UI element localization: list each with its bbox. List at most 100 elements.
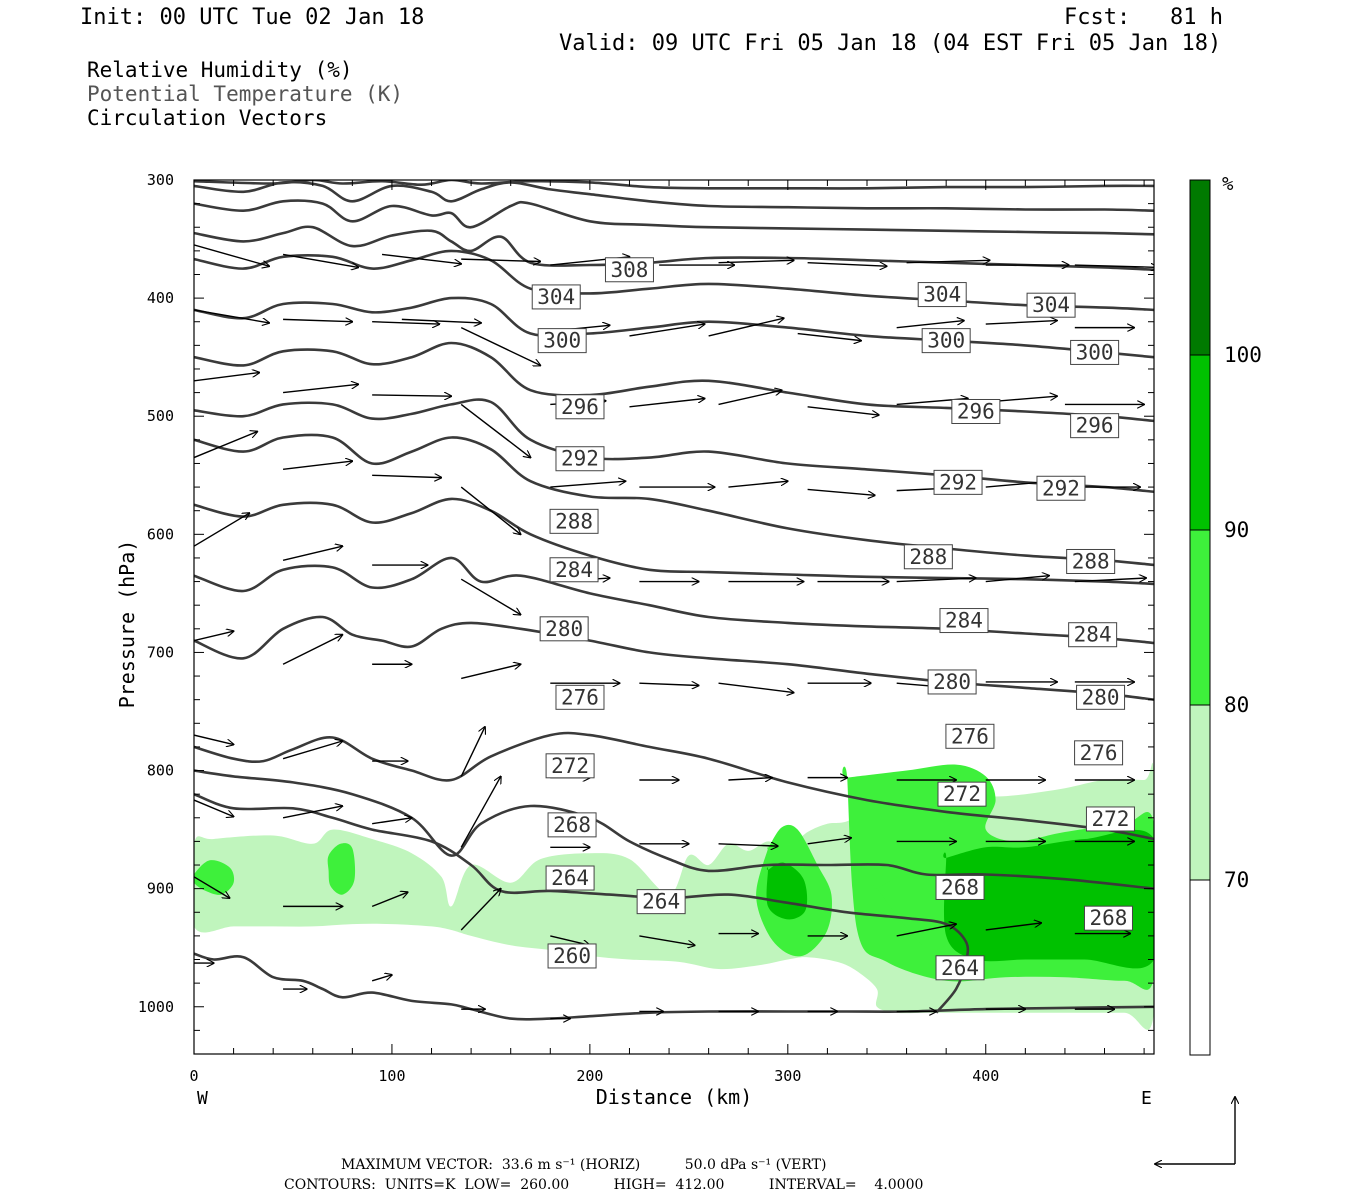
circulation-vector (460, 486, 520, 534)
theta-label-box (917, 282, 967, 308)
y-tick-label: 400 (147, 289, 174, 307)
east-label: E (1141, 1088, 1152, 1109)
circulation-vector (639, 935, 694, 945)
circulation-vector (460, 403, 530, 457)
theta-label: 292 (939, 470, 977, 494)
circulation-vector (906, 260, 990, 262)
theta-label: 276 (561, 685, 599, 709)
x-tick-label: 400 (972, 1067, 999, 1085)
circulation-vector (807, 488, 875, 495)
theta-label: 280 (933, 670, 971, 694)
circulation-vector (728, 481, 787, 488)
colorbar-unit: % (1222, 173, 1234, 195)
theta-label: 268 (553, 813, 591, 837)
circulation-vector (381, 253, 461, 263)
theta-contour-296 (194, 341, 1154, 423)
theta-label: 264 (551, 866, 589, 890)
theta-contour-300 (194, 296, 1154, 359)
circulation-vector (460, 776, 501, 848)
theta-contour-308 (194, 225, 1154, 272)
theta-label: 264 (642, 890, 680, 914)
circulation-vector (718, 260, 794, 262)
theta-label: 264 (941, 956, 979, 980)
circulation-vector (282, 461, 352, 471)
init-time: Init: 00 UTC Tue 02 Jan 18 (80, 5, 425, 30)
field-rh: Relative Humidity (%) (87, 58, 353, 82)
circulation-vector (985, 923, 1041, 931)
circulation-vector (718, 390, 782, 406)
theta-label: 272 (551, 754, 589, 778)
circulation-vector (708, 318, 784, 337)
theta-label-box (1036, 475, 1086, 501)
circulation-vector (283, 319, 352, 321)
theta-label: 284 (945, 609, 983, 633)
theta-contour-272 (194, 731, 1154, 841)
theta-label-box (927, 669, 977, 695)
plot-frame (193, 179, 1155, 1055)
theta-label-box (555, 446, 605, 472)
colorbar-segment (1189, 529, 1211, 706)
rh-80-region-0 (194, 860, 235, 895)
theta-label: 260 (553, 944, 591, 968)
field-theta: Potential Temperature (K) (87, 82, 404, 106)
theta-label-box (903, 544, 953, 570)
theta-contour-276 (194, 615, 1154, 701)
theta-label: 280 (1082, 685, 1120, 709)
circulation-vector (461, 664, 520, 680)
colorbar-segment (1189, 879, 1211, 1056)
theta-label: 272 (943, 782, 981, 806)
circulation-vector (282, 741, 342, 760)
theta-label-box (539, 616, 589, 642)
x-axis-title: Distance (km) (596, 1085, 753, 1109)
theta-label-box (545, 753, 595, 779)
theta-label-box (939, 608, 989, 634)
rh-80-region-1 (327, 843, 356, 895)
theta-contour-284 (194, 497, 1154, 586)
circulation-vector (372, 322, 439, 324)
theta-label: 300 (543, 329, 581, 353)
circulation-vector (807, 406, 879, 415)
circulation-vector (194, 799, 234, 817)
circulation-vector (372, 475, 441, 477)
circulation-vector (194, 244, 269, 266)
circulation-vector (282, 384, 358, 394)
theta-label-box (1085, 806, 1135, 832)
theta-contour-316 (194, 180, 1154, 212)
circulation-vector (896, 578, 976, 582)
theta-label: 276 (1080, 741, 1118, 765)
colorbar-segment (1189, 179, 1211, 356)
theta-label-box (531, 284, 581, 310)
y-tick-label: 500 (147, 407, 174, 425)
theta-label-box (636, 889, 686, 915)
y-tick-label: 1000 (138, 998, 174, 1016)
theta-label-box (555, 394, 605, 420)
theta-label: 308 (610, 258, 648, 282)
circulation-vector (460, 578, 520, 614)
theta-label-box (935, 955, 985, 981)
forecast-hour: Fcst: 81 h (1064, 5, 1223, 30)
circulation-vector (282, 546, 342, 561)
circulation-vector (639, 683, 698, 685)
theta-contour-320 (194, 180, 1154, 190)
circulation-vector (194, 432, 257, 459)
theta-label-box (547, 943, 597, 969)
theta-contour-292 (194, 398, 1154, 494)
y-axis-title: Pressure (hPa) (115, 540, 139, 709)
theta-label-box (1026, 292, 1076, 318)
theta-label: 288 (909, 545, 947, 569)
theta-label-box (547, 812, 597, 838)
theta-label-box (945, 723, 995, 749)
theta-label-box (937, 781, 987, 807)
theta-label-box (555, 684, 605, 710)
x-tick-label: 100 (378, 1067, 405, 1085)
circulation-vector (282, 806, 342, 819)
theta-label: 268 (941, 875, 979, 899)
circulation-vector (282, 635, 342, 665)
circulation-vector (807, 263, 887, 267)
circulation-vector (372, 818, 412, 825)
circulation-vector (371, 975, 392, 982)
theta-label-box (537, 328, 587, 354)
y-tick-label: 600 (147, 525, 174, 543)
theta-label: 296 (1076, 414, 1114, 438)
